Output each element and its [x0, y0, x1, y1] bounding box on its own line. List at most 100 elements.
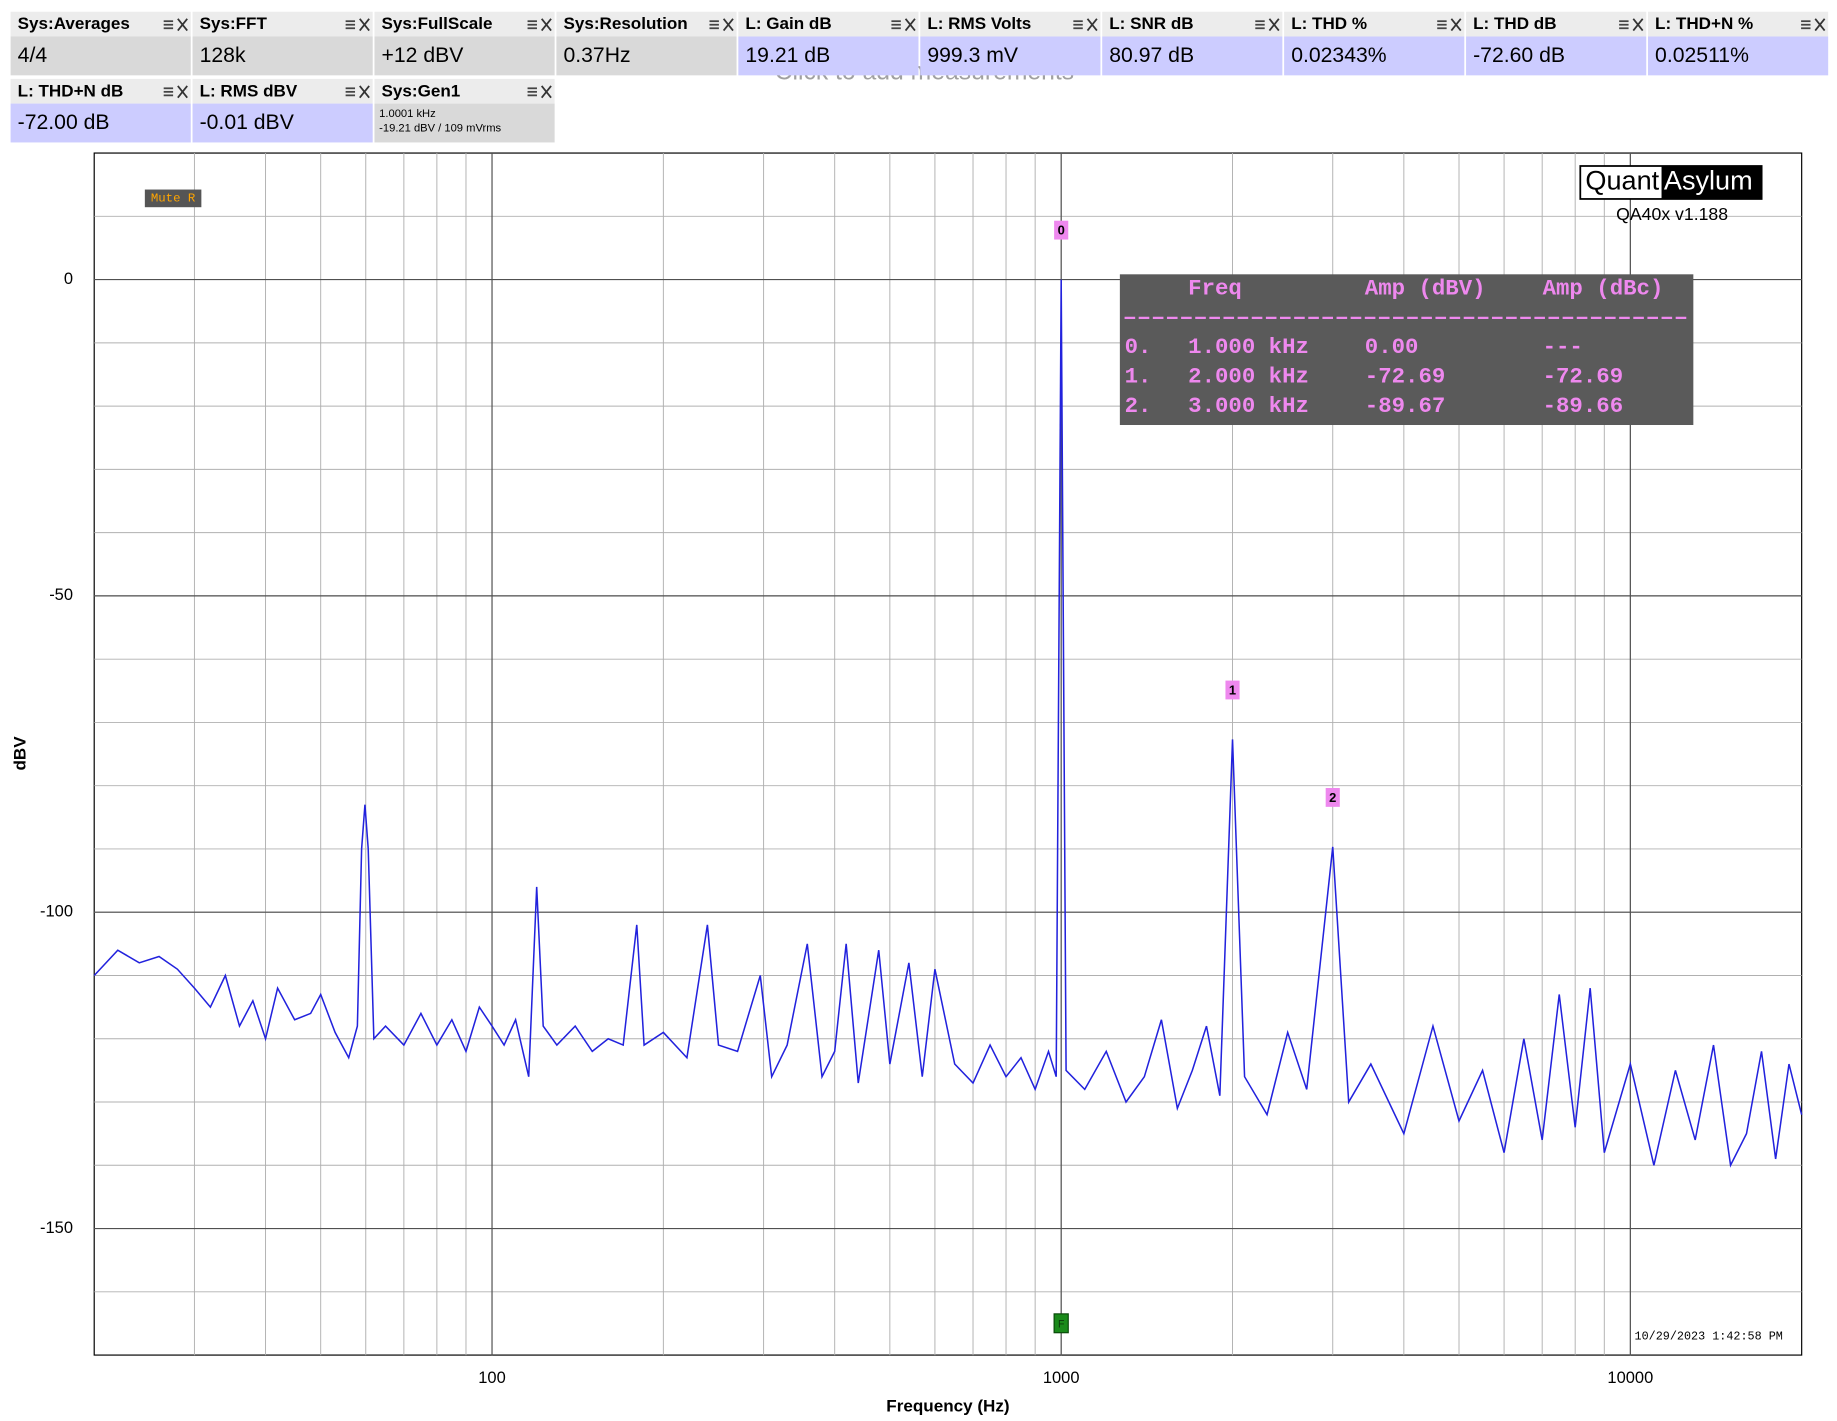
peak-marker[interactable]	[1325, 788, 1340, 807]
table-cell: 3.000 kHz	[1188, 393, 1309, 419]
close-icon	[177, 18, 188, 32]
table-cell: 1.	[1125, 364, 1152, 390]
table-cell: 0.00	[1365, 334, 1419, 360]
tile-title: L: THD+N %	[1655, 14, 1753, 33]
tile-body[interactable]	[738, 36, 919, 76]
tile-body[interactable]	[556, 36, 737, 76]
close-icon	[722, 18, 734, 32]
x-tick-label: 100	[478, 1369, 505, 1387]
tile-header[interactable]	[1648, 11, 1829, 37]
y-tick-label: 0	[64, 270, 73, 288]
timestamp: 10/29/2023 1:42:58 PM	[1635, 1329, 1783, 1343]
tile-title: Sys:FullScale	[382, 14, 493, 33]
logo-dark	[1661, 165, 1762, 199]
y-tick-label: -50	[49, 586, 73, 604]
close-icon	[1814, 18, 1826, 32]
tile-value: 4/4	[18, 44, 48, 67]
tile-header[interactable]	[10, 78, 191, 104]
table-cell: ---	[1543, 334, 1583, 360]
table-header: Freq	[1188, 275, 1242, 301]
tile-line: 1.0001 kHz	[379, 108, 436, 120]
harmonic-table	[1119, 274, 1694, 426]
tile-title: L: THD dB	[1473, 14, 1556, 33]
tile-title: Sys:Resolution	[563, 14, 687, 33]
tile-value: 0.37Hz	[563, 44, 630, 67]
close-icon	[1632, 18, 1644, 32]
close-icon	[540, 85, 552, 99]
tile-header[interactable]	[1102, 11, 1283, 37]
tile-header[interactable]	[556, 11, 737, 37]
tile-value: 0.02343%	[1291, 44, 1387, 67]
logo-right: Asylum	[1664, 165, 1753, 196]
close-icon	[540, 18, 552, 32]
y-tick-label: -100	[40, 903, 73, 921]
tile-body[interactable]	[10, 103, 191, 143]
tile-value: +12 dBV	[382, 44, 465, 67]
tile-value: -0.01 dBV	[200, 111, 295, 134]
y-tick-label: -150	[40, 1219, 73, 1237]
tile-body[interactable]	[192, 36, 373, 76]
tile-body[interactable]	[374, 103, 555, 143]
tile-value: 128k	[200, 44, 246, 67]
tile-value: -72.00 dB	[18, 111, 110, 134]
tile-value: -72.60 dB	[1473, 44, 1565, 67]
tile-title: Sys:FFT	[200, 14, 268, 33]
table-cell: -89.66	[1543, 393, 1624, 419]
y-axis-label: dBV	[11, 736, 30, 771]
tile-body[interactable]	[1102, 36, 1283, 76]
table-cell: -72.69	[1543, 364, 1624, 390]
fundamental-label: F	[1058, 1318, 1065, 1330]
tile-header[interactable]	[920, 11, 1101, 37]
close-icon	[359, 85, 370, 99]
tile-body[interactable]	[374, 36, 555, 76]
peak-label: 0	[1058, 223, 1065, 238]
tile-header[interactable]	[1466, 11, 1647, 37]
tile-header[interactable]	[1284, 11, 1465, 37]
tile-body[interactable]	[1284, 36, 1465, 76]
tile-title: L: RMS Volts	[927, 14, 1031, 33]
tile-header[interactable]	[374, 11, 555, 37]
tile-body[interactable]	[192, 103, 373, 143]
close-icon	[359, 18, 370, 32]
peak-label: 2	[1329, 790, 1336, 805]
close-icon	[1086, 18, 1098, 32]
peak-marker[interactable]	[1054, 220, 1069, 240]
table-header: Amp (dBV)	[1365, 275, 1486, 301]
tile-title: L: THD+N dB	[18, 81, 124, 100]
tile-body[interactable]	[1648, 36, 1829, 76]
tile-value: 19.21 dB	[745, 44, 830, 67]
fundamental-marker[interactable]	[1053, 1313, 1069, 1334]
tile-header[interactable]	[10, 11, 191, 37]
table-cell: 2.	[1125, 393, 1152, 419]
tile-title: L: THD %	[1291, 14, 1367, 33]
table-cell: -72.69	[1365, 364, 1446, 390]
x-tick-label: 10000	[1607, 1369, 1653, 1387]
table-cell: 2.000 kHz	[1188, 364, 1309, 390]
x-tick-label: 1000	[1043, 1369, 1080, 1387]
tile-header[interactable]	[192, 78, 373, 104]
version: QA40x v1.188	[1616, 204, 1728, 224]
close-icon	[904, 18, 916, 32]
tile-value: 80.97 dB	[1109, 44, 1194, 67]
tile-title: L: SNR dB	[1109, 14, 1193, 33]
channel-badge-text: Mute R	[151, 192, 196, 206]
tile-header[interactable]	[374, 78, 555, 104]
tile-body[interactable]	[1466, 36, 1647, 76]
tile-body[interactable]	[920, 36, 1101, 76]
tile-header[interactable]	[738, 11, 919, 37]
tile-title: Sys:Gen1	[382, 81, 461, 100]
tile-title: L: Gain dB	[745, 14, 831, 33]
table-header: Amp (dBc)	[1543, 275, 1664, 301]
tile-body[interactable]	[10, 36, 191, 76]
tile-value: 0.02511%	[1655, 44, 1749, 67]
table-cell: 1.000 kHz	[1188, 334, 1309, 360]
tile-title: L: RMS dBV	[200, 81, 298, 100]
peak-marker[interactable]	[1225, 680, 1240, 700]
channel-badge[interactable]	[144, 189, 202, 208]
table-cell: 0.	[1125, 334, 1152, 360]
tile-header[interactable]	[192, 11, 373, 37]
close-icon	[1450, 18, 1462, 32]
tile-line: -19.21 dBV / 109 mVrms	[379, 122, 501, 134]
